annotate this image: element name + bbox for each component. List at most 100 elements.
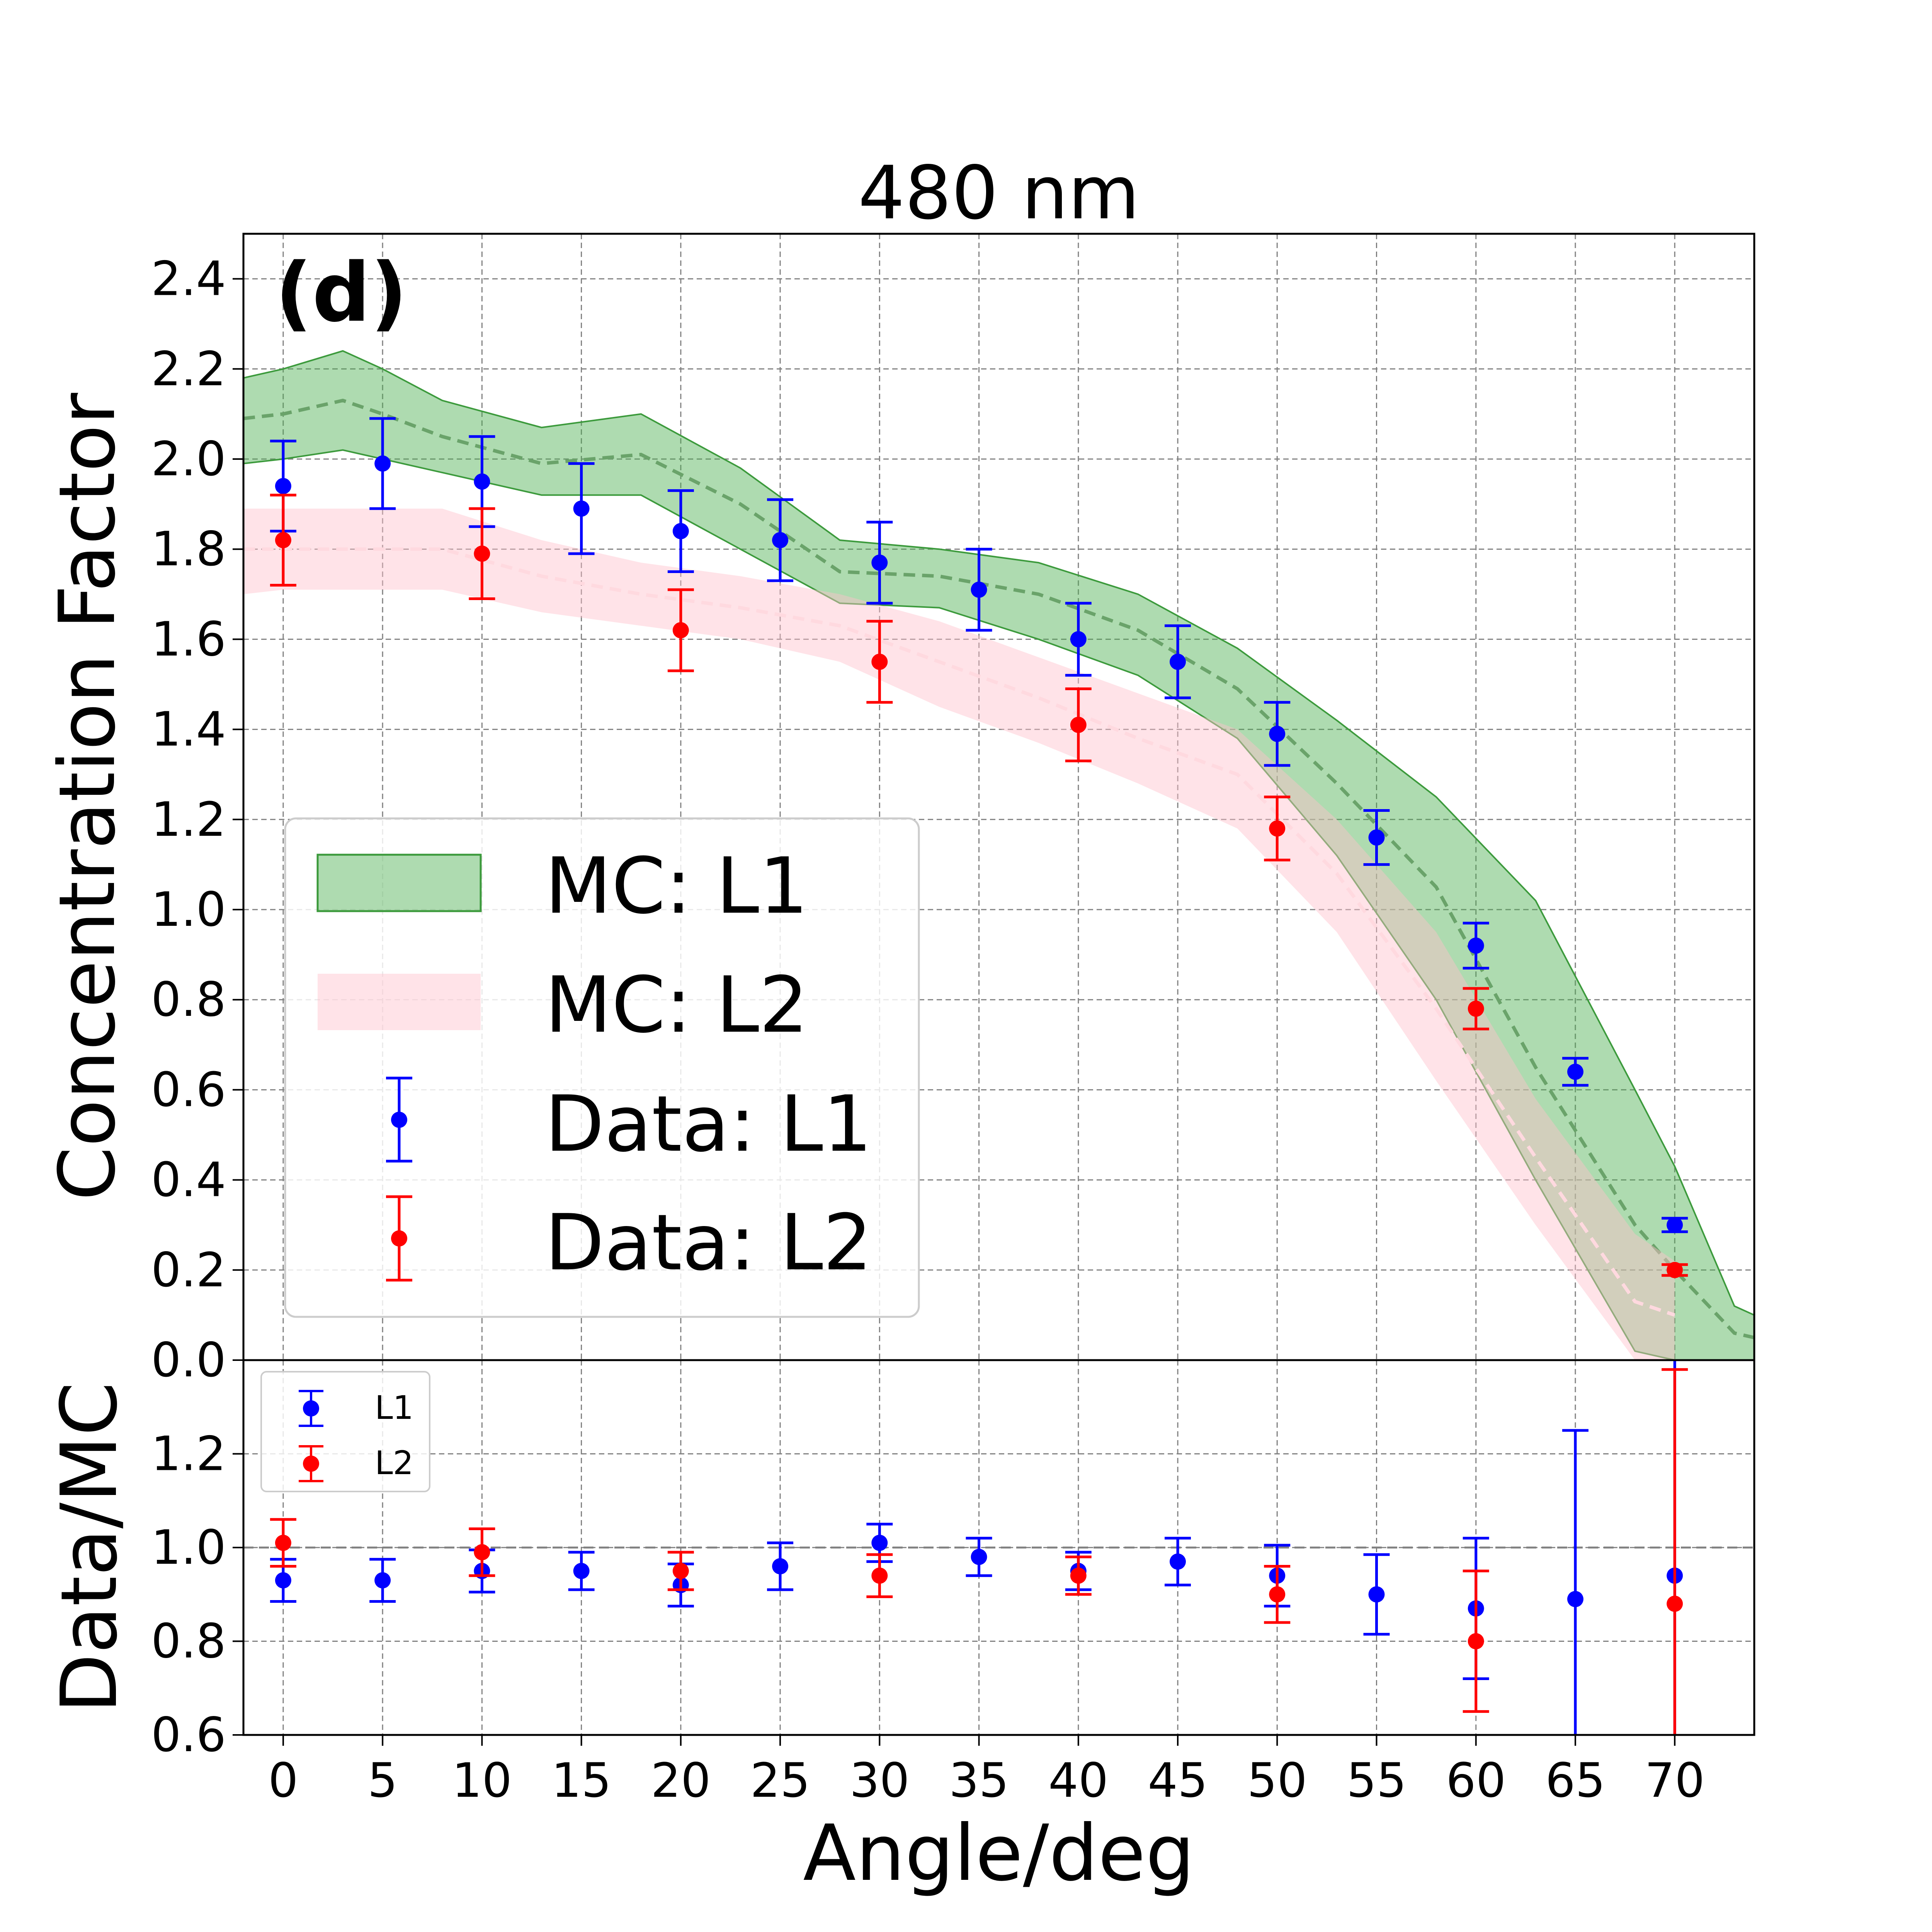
data-point-l1 xyxy=(1562,1057,1588,1087)
data-point-l1 xyxy=(369,417,396,510)
ratio-y-tick-label: 1.2 xyxy=(151,1427,226,1481)
legend-errorbar-l2 xyxy=(386,1195,412,1282)
main-y-tick-label: 0.6 xyxy=(151,1062,226,1117)
ratio-legend-errorbar-l1 xyxy=(299,1390,323,1427)
main-y-tick-label: 0.2 xyxy=(151,1243,226,1298)
main-legend-box xyxy=(284,817,920,1318)
mc-band-l1 xyxy=(243,350,1754,1360)
data-point-l1 xyxy=(568,462,595,555)
data-point-l1 xyxy=(1662,1217,1688,1233)
ratio-legend-errorbar-l2 xyxy=(299,1445,323,1482)
ratio-point-l2 xyxy=(1662,1368,1688,1735)
legend-errorbar-l1 xyxy=(386,1077,412,1163)
mc-mean-line-l2 xyxy=(243,547,1675,1317)
main-y-tick-label: 1.4 xyxy=(151,702,226,757)
x-tick-label: 65 xyxy=(1545,1753,1605,1808)
ratio-data-points xyxy=(270,1360,1688,1735)
main-y-tick-label: 0.0 xyxy=(151,1333,226,1388)
x-tick-label: 55 xyxy=(1347,1753,1406,1808)
main-y-tick-label: 1.2 xyxy=(151,792,226,847)
main-y-tick-label: 2.0 xyxy=(151,432,226,486)
legend-label-mc-l1: MC: L1 xyxy=(545,841,808,931)
data-point-l1 xyxy=(966,548,992,632)
ratio-point-l1 xyxy=(767,1541,794,1591)
data-point-l2 xyxy=(667,588,694,672)
legend-label-mc-l2: MC: L2 xyxy=(545,960,808,1050)
data-point-l1 xyxy=(1264,701,1291,767)
ratio-axes: 0 5 10 15 20 25 30 35 40 45 50 55 60 65 70 0.6 0.8 1.0 1.2 xyxy=(151,1427,1705,1808)
data-point-l1 xyxy=(667,489,694,573)
ratio-point-l1 xyxy=(369,1558,396,1603)
ratio-point-l2 xyxy=(1065,1555,1092,1596)
data-point-l2 xyxy=(866,620,893,704)
main-data-points xyxy=(270,417,1688,1278)
x-tick-label: 40 xyxy=(1048,1753,1108,1808)
data-point-l2 xyxy=(1264,796,1291,862)
data-point-l1 xyxy=(1165,624,1191,699)
data-point-l2 xyxy=(270,493,296,587)
panel-tag: (d) xyxy=(275,245,407,340)
x-tick-label: 45 xyxy=(1148,1753,1208,1808)
x-tick-label: 60 xyxy=(1446,1753,1506,1808)
main-y-axis: 0.0 0.2 0.4 0.6 0.8 1.0 1.2 1.4 1.6 1.8 2.0 2.2 2.4 xyxy=(151,252,243,1388)
legend-marker-data-l2 xyxy=(386,1195,412,1282)
ratio-point-l2 xyxy=(1264,1565,1291,1624)
data-point-l2 xyxy=(469,507,495,600)
legend-swatch-mc-l1 xyxy=(316,854,482,912)
x-axis-title: Angle/deg xyxy=(803,1808,1194,1898)
x-tick-label: 70 xyxy=(1645,1753,1705,1808)
data-point-l1 xyxy=(1463,922,1489,970)
ratio-legend: L1 L2 xyxy=(260,1371,430,1492)
data-point-l1 xyxy=(1065,602,1092,677)
x-tick-label: 25 xyxy=(750,1753,810,1808)
ratio-point-l2 xyxy=(469,1527,495,1577)
main-y-axis-title: Concentration Factor xyxy=(43,393,133,1201)
data-point-l2 xyxy=(1065,687,1092,762)
x-tick-label: 10 xyxy=(452,1753,512,1808)
data-point-l1 xyxy=(767,498,794,582)
ratio-point-l2 xyxy=(270,1518,296,1568)
x-tick-label: 15 xyxy=(551,1753,611,1808)
x-tick-label: 5 xyxy=(367,1753,398,1808)
data-point-l2 xyxy=(1662,1262,1688,1278)
legend-label-ratio-l2: L2 xyxy=(375,1444,413,1482)
legend-label-data-l1: Data: L1 xyxy=(545,1079,872,1169)
ratio-point-l1 xyxy=(966,1537,992,1577)
ratio-point-l1 xyxy=(1363,1553,1390,1636)
legend-label-ratio-l1: L1 xyxy=(375,1389,413,1427)
ratio-grid xyxy=(243,1360,1754,1736)
x-tick-label: 0 xyxy=(268,1753,298,1808)
legend-label-data-l2: Data: L2 xyxy=(545,1198,872,1288)
x-tick-label: 50 xyxy=(1247,1753,1307,1808)
ratio-point-l2 xyxy=(866,1553,893,1598)
ratio-point-l1 xyxy=(568,1551,595,1591)
main-y-tick-label: 0.8 xyxy=(151,972,226,1027)
ratio-point-l1 xyxy=(1165,1537,1191,1587)
chart-title: 480 nm xyxy=(858,150,1140,236)
data-point-l1 xyxy=(1363,809,1390,866)
main-y-tick-label: 1.6 xyxy=(151,612,226,667)
ratio-y-axis-title: Data/MC xyxy=(44,1382,134,1713)
main-y-tick-label: 2.4 xyxy=(151,252,226,306)
mc-band-l2 xyxy=(243,509,1675,1360)
main-y-tick-label: 1.0 xyxy=(151,882,226,937)
ratio-y-tick-label: 0.6 xyxy=(151,1708,226,1762)
data-point-l1 xyxy=(866,520,893,605)
main-legend: MC: L1 MC: L2 Data: L1 Data: L2 xyxy=(284,817,920,1318)
x-tick-label: 30 xyxy=(850,1753,910,1808)
ratio-y-tick-label: 1.0 xyxy=(151,1520,226,1575)
legend-marker-data-l1 xyxy=(386,1077,412,1163)
x-tick-label: 20 xyxy=(651,1753,711,1808)
data-point-l2 xyxy=(1463,987,1489,1031)
main-y-tick-label: 1.8 xyxy=(151,522,226,577)
main-y-tick-label: 0.4 xyxy=(151,1153,226,1208)
legend-swatch-mc-l2 xyxy=(318,974,481,1030)
main-y-tick-label: 2.2 xyxy=(151,342,226,396)
ratio-y-tick-label: 0.8 xyxy=(151,1614,226,1669)
legend-marker-ratio-l2 xyxy=(299,1445,323,1482)
x-tick-label: 35 xyxy=(949,1753,1009,1808)
ratio-point-l1 xyxy=(1562,1429,1588,1735)
legend-marker-ratio-l1 xyxy=(299,1390,323,1427)
ratio-point-l2 xyxy=(667,1551,694,1591)
